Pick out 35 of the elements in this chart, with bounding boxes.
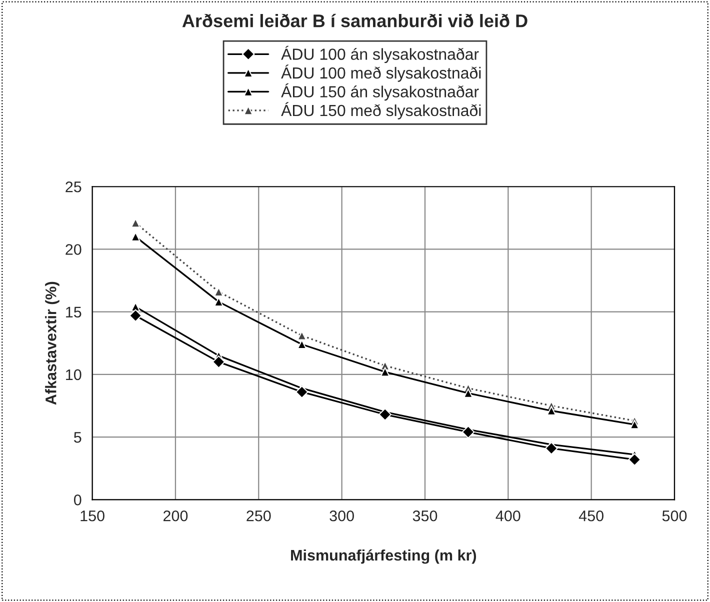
point [214,297,224,307]
point [628,453,641,466]
point [295,386,308,398]
point [630,420,640,430]
legend-label: ÁDU 150 með slysakostnaði [281,102,481,120]
x-tick-label: 500 [662,510,687,522]
legend-label: ÁDU 100 með slysakostnaði [281,64,481,82]
x-tick-label: 450 [578,510,604,522]
legend-label: ÁDU 100 án slysakostnaðar [281,46,479,64]
x-tick-label: 350 [412,510,438,522]
x-tick-label: 200 [163,510,188,522]
y-tick-label: 5 [74,432,82,443]
y-tick-label: 15 [66,306,82,318]
x-tick-label: 400 [496,510,520,522]
y-axis-title: Afkastavextir (%) [45,282,60,405]
x-tick-label: 150 [80,510,104,522]
legend-label: ÁDU 150 án slysakostnaðar [281,83,479,101]
point [544,442,558,455]
point [546,406,556,416]
point [129,309,142,322]
x-tick-label: 300 [330,510,354,522]
chart-title: Arðsemi leiðar B í samanburði við leið D [182,14,528,28]
y-tick-label: 20 [66,244,82,255]
point [464,388,473,398]
x-tick-label: 250 [246,510,271,522]
point [462,426,475,438]
y-tick-label: 10 [66,369,82,380]
y-tick-label: 0 [74,494,82,506]
y-tick-label: 25 [66,181,82,192]
point [380,367,390,377]
x-axis-title: Mismunafjárfesting (m kr) [291,549,476,564]
point [130,232,140,242]
point [212,356,226,368]
point [378,408,392,421]
point [297,340,307,350]
